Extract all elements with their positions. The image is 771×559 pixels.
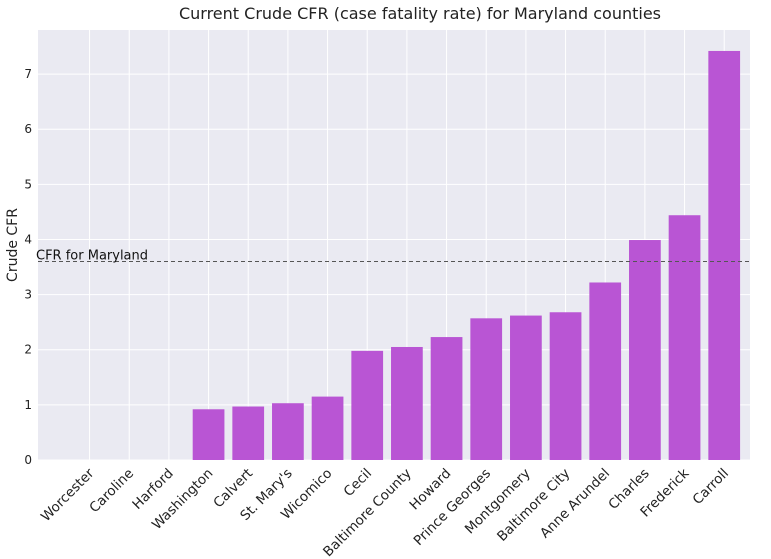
bar — [192, 409, 225, 460]
x-tick-label: Anne Arundel — [537, 466, 613, 542]
bar — [430, 337, 463, 460]
chart-title: Current Crude CFR (case fatality rate) f… — [179, 4, 661, 23]
bar — [708, 50, 741, 460]
bar — [668, 215, 701, 460]
bar — [272, 403, 304, 460]
y-tick-label: 6 — [24, 122, 32, 136]
y-tick-label: 7 — [24, 67, 32, 81]
bar — [510, 315, 542, 460]
y-tick-label: 0 — [24, 453, 32, 467]
bar — [232, 406, 265, 460]
y-tick-label: 2 — [24, 343, 32, 357]
y-axis-label: Crude CFR — [5, 208, 21, 282]
y-tick-label: 5 — [24, 177, 32, 191]
reference-line: CFR for Maryland — [36, 249, 750, 264]
x-tick-label: Worcester — [38, 465, 98, 525]
x-axis-ticks: WorcesterCarolineHarfordWashingtonCalver… — [38, 465, 732, 559]
y-axis-ticks: 0 1 2 3 4 5 6 7 — [24, 67, 32, 467]
x-tick-label: Caroline — [86, 466, 137, 517]
x-tick-label: Carroll — [690, 466, 732, 508]
bar — [391, 346, 423, 460]
bar — [549, 312, 582, 460]
bar — [629, 240, 661, 460]
bar — [589, 282, 622, 460]
x-tick-label: Cecil — [341, 466, 375, 500]
y-tick-label: 3 — [24, 288, 32, 302]
bar — [470, 318, 503, 460]
y-tick-label: 4 — [24, 232, 32, 246]
bar — [311, 396, 344, 460]
bars — [192, 50, 741, 460]
reference-line-label: CFR for Maryland — [36, 249, 148, 264]
bar — [351, 350, 384, 460]
y-tick-label: 1 — [24, 398, 32, 412]
